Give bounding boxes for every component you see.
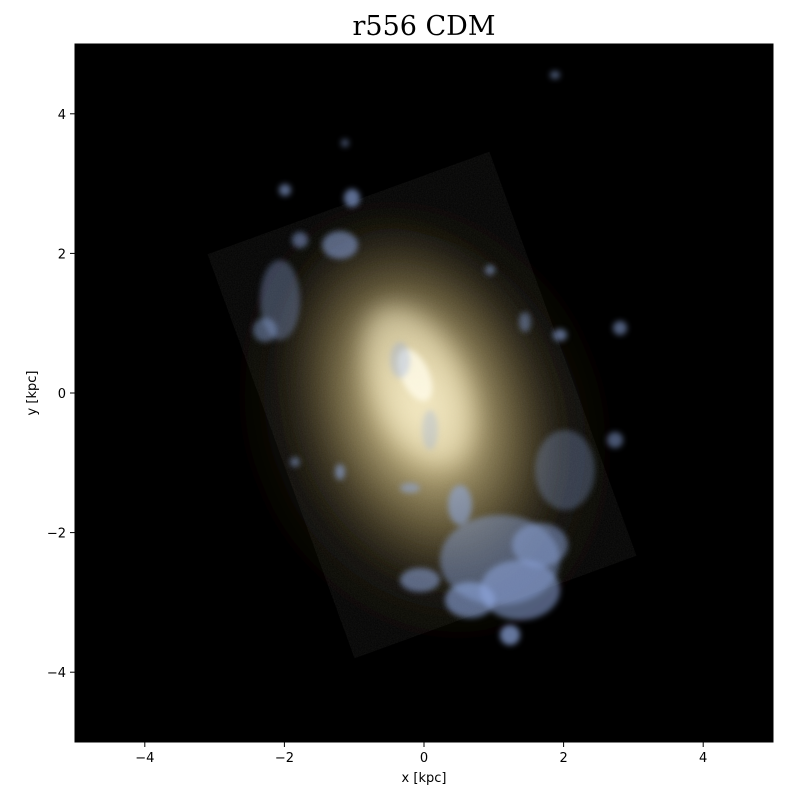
x-tick-label: 2 — [559, 751, 567, 766]
y-tick-label: 0 — [58, 387, 66, 402]
y-tick-label: 2 — [58, 247, 66, 262]
x-tick-label: 4 — [699, 751, 707, 766]
y-axis: 4 2 0 −2 −4 — [47, 108, 75, 681]
y-tick-label: 4 — [58, 108, 66, 123]
x-tick-label: −4 — [135, 751, 154, 766]
y-axis-label: y [kpc] — [25, 371, 40, 416]
x-tick-label: 0 — [420, 751, 428, 766]
x-axis: −4 −2 0 2 4 — [135, 742, 707, 766]
y-tick-label: −4 — [47, 666, 66, 681]
image-panel — [75, 44, 773, 742]
x-tick-label: −2 — [275, 751, 294, 766]
star-forming-regions — [253, 71, 627, 645]
y-tick-label: −2 — [47, 527, 66, 542]
plot-title: r556 CDM — [353, 11, 496, 42]
x-axis-label: x [kpc] — [402, 771, 447, 786]
galaxy-image — [241, 71, 627, 645]
